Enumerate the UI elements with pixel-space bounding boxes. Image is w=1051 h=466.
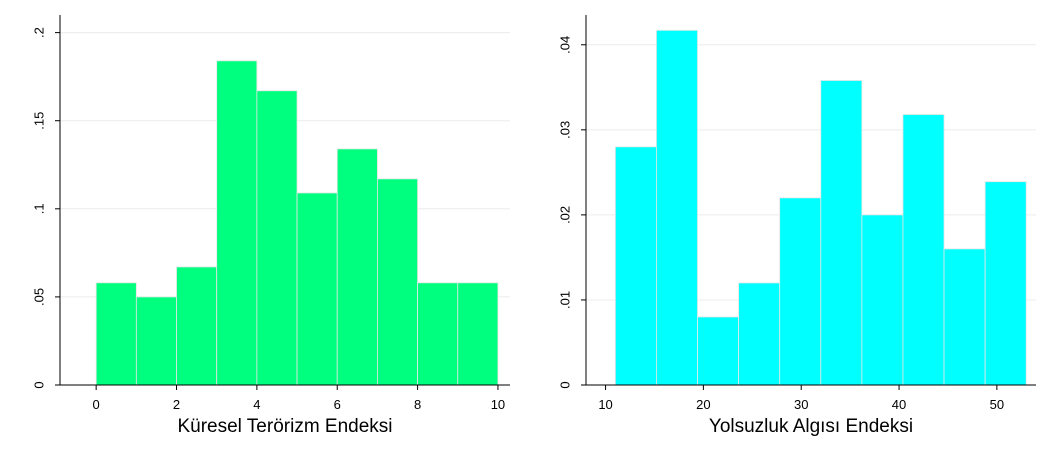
x-tick-label: 20 (696, 397, 710, 412)
y-tick-label: 0 (31, 381, 46, 388)
histogram-bar (984, 181, 1027, 386)
histogram-bar (861, 214, 904, 386)
histogram-terrorism-index: 0 .05 .1 .15 .2 0 2 4 6 8 10 Küresel Terörizm Endek… (31, 15, 510, 437)
histogram-bar (779, 197, 822, 386)
x-tick-label: 50 (990, 397, 1004, 412)
histogram-bar (697, 316, 740, 386)
histogram-bar (943, 248, 986, 386)
histogram-bar (256, 90, 298, 386)
histogram-bar (95, 282, 137, 386)
histogram-bar (377, 178, 418, 386)
x-axis-title: Yolsuzluk Algısı Endeksi (709, 416, 913, 437)
x-tick-label: 6 (334, 397, 341, 412)
x-tick-label: 30 (794, 397, 808, 412)
x-axis-title: Küresel Terörizm Endeksi (177, 416, 392, 437)
x-tick-label: 8 (414, 397, 421, 412)
histogram-bar (176, 266, 218, 386)
histogram-bar (457, 282, 499, 386)
y-tick-label: .01 (557, 291, 572, 309)
x-tick-label: 0 (93, 397, 100, 412)
histogram-bar (738, 282, 781, 386)
histogram-corruption-index: 0 .01 .02 .03 .04 10 20 30 40 50 Yolsuzluk Algısı … (557, 15, 1036, 437)
x-tick-label: 4 (253, 397, 260, 412)
x-tick-label: 10 (598, 397, 612, 412)
histogram-bar (417, 282, 459, 386)
y-tick-label: .05 (31, 288, 46, 306)
histogram-bar (216, 60, 258, 386)
y-tick-label: 0 (557, 381, 572, 388)
y-tick-label: .1 (31, 203, 46, 214)
x-tick-label: 40 (892, 397, 906, 412)
histogram-bar (820, 80, 863, 386)
histogram-bar (135, 296, 177, 386)
histogram-bar (656, 29, 698, 386)
histogram-bar (336, 148, 378, 386)
x-tick-label: 2 (173, 397, 180, 412)
x-tick-label: 10 (491, 397, 505, 412)
y-tick-label: .2 (31, 27, 46, 38)
y-tick-label: .15 (31, 112, 46, 130)
histogram-bar (902, 114, 945, 386)
y-tick-label: .02 (557, 206, 572, 224)
y-tick-label: .04 (557, 36, 572, 54)
histogram-bar (296, 192, 338, 386)
y-tick-label: .03 (557, 121, 572, 139)
histogram-bar (614, 146, 657, 386)
